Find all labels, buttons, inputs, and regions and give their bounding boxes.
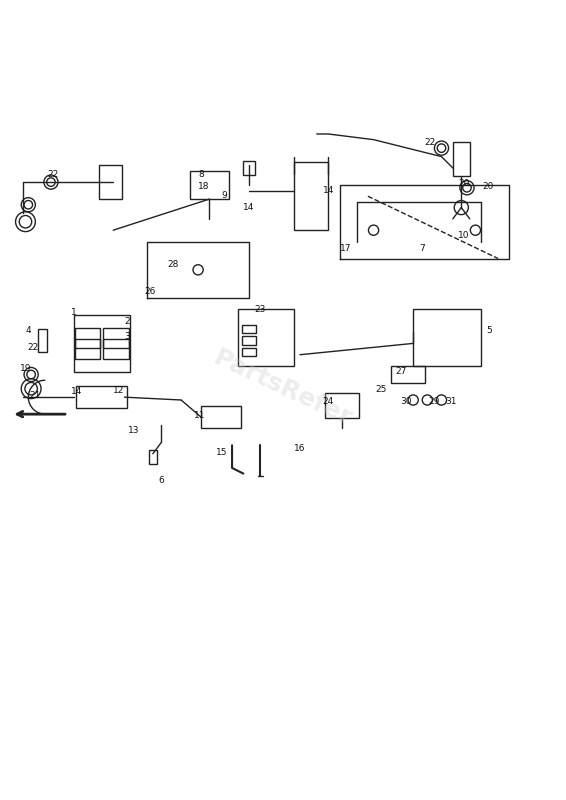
Text: 22: 22 [48, 170, 59, 179]
Text: 11: 11 [194, 411, 205, 420]
Text: 24: 24 [323, 397, 334, 406]
Text: 14: 14 [243, 203, 255, 212]
Text: 25: 25 [375, 386, 387, 394]
Text: 1: 1 [71, 308, 76, 317]
Bar [242, 336, 256, 345]
Text: 5: 5 [487, 326, 492, 335]
Bar [103, 339, 128, 359]
Bar [148, 450, 157, 464]
Text: 26: 26 [144, 287, 156, 296]
Text: 12: 12 [113, 386, 125, 395]
Bar [453, 142, 470, 177]
Text: 17: 17 [340, 244, 351, 253]
Text: 22: 22 [27, 343, 38, 353]
Bar [391, 366, 424, 383]
Bar [76, 386, 127, 409]
Text: 14: 14 [71, 387, 82, 396]
Text: 15: 15 [216, 447, 228, 457]
Bar [325, 393, 359, 418]
Text: 4: 4 [25, 326, 31, 335]
Text: 3: 3 [125, 331, 130, 341]
Bar [242, 325, 256, 334]
Text: 13: 13 [128, 426, 140, 435]
Text: 22: 22 [424, 138, 436, 147]
Text: 20: 20 [458, 179, 470, 188]
Text: 31: 31 [445, 397, 457, 406]
Bar [238, 310, 294, 366]
Text: 7: 7 [419, 244, 424, 253]
Text: 2: 2 [125, 318, 130, 326]
Text: 9: 9 [222, 190, 228, 200]
Bar [413, 310, 481, 366]
Bar [38, 330, 47, 352]
Text: 27: 27 [395, 366, 406, 376]
Text: 19: 19 [20, 364, 31, 373]
Bar [75, 339, 101, 359]
Text: 28: 28 [167, 260, 178, 269]
Text: 18: 18 [198, 182, 209, 190]
Bar [201, 406, 241, 428]
Text: 20: 20 [482, 182, 494, 190]
Text: 14: 14 [323, 186, 334, 195]
Bar [243, 161, 255, 175]
Text: 8: 8 [198, 170, 204, 179]
Text: 29: 29 [428, 397, 439, 406]
Bar [75, 328, 101, 348]
Bar [242, 348, 256, 356]
Text: 21: 21 [29, 391, 41, 400]
Text: 30: 30 [401, 397, 412, 406]
Text: PartsRefer: PartsRefer [210, 346, 356, 431]
Bar [74, 315, 130, 372]
Bar [190, 170, 229, 199]
Bar [99, 165, 122, 199]
Text: 16: 16 [294, 444, 306, 453]
Bar [294, 162, 328, 230]
Text: 10: 10 [458, 231, 470, 240]
Text: 23: 23 [255, 305, 266, 314]
Bar [103, 328, 128, 348]
Text: 6: 6 [158, 476, 164, 485]
